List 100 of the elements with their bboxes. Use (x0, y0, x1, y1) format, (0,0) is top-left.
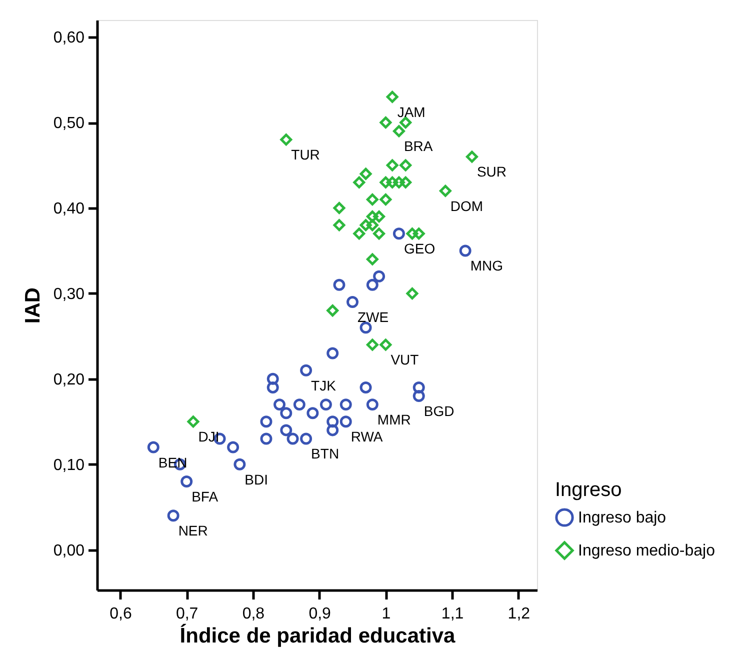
point (366, 193, 378, 206)
point (286, 432, 299, 445)
point (459, 244, 472, 257)
point (326, 304, 339, 317)
point (340, 398, 352, 411)
annotation: BFA (192, 488, 219, 504)
legend-label: Ingreso medio-bajo (578, 542, 716, 560)
point (360, 381, 372, 394)
point (274, 398, 286, 411)
point (439, 184, 452, 197)
point (180, 475, 193, 488)
point (346, 296, 358, 308)
y-axis-title: IAD (21, 287, 44, 324)
point (400, 159, 412, 172)
point (366, 210, 378, 223)
point (412, 381, 425, 394)
point (366, 253, 378, 266)
point (227, 441, 240, 454)
annotation: VUT (390, 352, 420, 368)
point (366, 219, 378, 232)
point (406, 287, 418, 300)
point (380, 193, 392, 206)
annotation: MNG (470, 258, 503, 274)
legend-label: Ingreso bajo (578, 510, 666, 526)
x-tick-label: 1,2 (508, 606, 530, 622)
annotation: TJK (311, 377, 337, 394)
point (340, 416, 352, 428)
point (392, 228, 405, 240)
annotation: MMR (377, 412, 411, 428)
point (260, 432, 272, 445)
point (373, 270, 386, 282)
point (280, 134, 292, 146)
point (326, 347, 339, 360)
annotation: TUR (291, 146, 320, 163)
point (360, 168, 372, 180)
point (380, 338, 392, 351)
point (326, 424, 339, 436)
x-tick-label: 1 (382, 606, 391, 622)
point (400, 116, 412, 129)
point (360, 322, 372, 334)
x-tick-label: 0,7 (176, 606, 198, 622)
point (392, 125, 405, 138)
annotation: BDI (244, 471, 268, 488)
point (373, 228, 386, 240)
point (280, 407, 292, 420)
y-tick-label: 0,40 (53, 200, 85, 218)
point (406, 228, 418, 240)
annotation: BRA (404, 138, 434, 154)
x-tick-label: 1,1 (441, 606, 464, 622)
annotation: BGD (424, 403, 454, 420)
y-tick-label: 0,60 (53, 30, 85, 47)
point (353, 228, 366, 240)
point (306, 407, 319, 420)
y-tick-label: 0,00 (53, 542, 85, 560)
point (293, 398, 306, 411)
point (366, 398, 378, 411)
point (400, 176, 412, 188)
point (366, 278, 378, 291)
point (392, 176, 405, 188)
x-tick-label: 0,6 (110, 606, 132, 622)
annotation: ZWE (358, 309, 389, 326)
point (187, 416, 200, 428)
point (353, 176, 366, 188)
point (300, 364, 312, 376)
point (386, 159, 398, 172)
annotation: DOM (450, 198, 484, 214)
point (300, 432, 312, 445)
point (412, 228, 425, 240)
point (366, 338, 378, 351)
point (333, 219, 346, 232)
point (167, 510, 180, 522)
y-tick-label: 0,20 (53, 371, 85, 388)
point (326, 416, 339, 428)
x-tick-label: 0,8 (242, 606, 265, 622)
annotation: SUR (476, 164, 507, 180)
point (260, 416, 272, 428)
annotation: NER (178, 522, 208, 539)
y-tick-label: 0,50 (53, 115, 85, 132)
point (266, 381, 279, 394)
point (386, 90, 398, 103)
y-tick-label: 0,10 (53, 456, 85, 474)
point (373, 210, 386, 223)
y-tick-label: 0,30 (53, 286, 85, 303)
point (386, 176, 398, 188)
annotation: RWA (350, 428, 384, 445)
point (320, 398, 332, 411)
point (466, 150, 478, 163)
point (266, 372, 279, 385)
point (333, 278, 346, 291)
point (280, 424, 292, 436)
annotation: JAM (397, 104, 426, 120)
point (234, 458, 246, 470)
point (333, 202, 346, 214)
point (412, 390, 425, 402)
annotation: GEO (404, 240, 436, 257)
point (147, 441, 160, 454)
annotation: BTN (311, 446, 340, 462)
x-tick-label: 0,9 (308, 606, 332, 622)
legend-title: Ingreso (555, 479, 622, 501)
point (380, 116, 392, 129)
